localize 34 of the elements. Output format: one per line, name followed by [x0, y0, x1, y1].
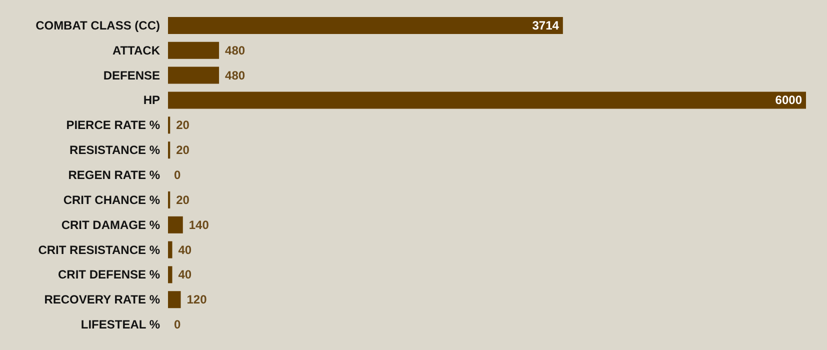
- data-label: 480: [225, 43, 246, 58]
- data-label: 480: [225, 68, 246, 82]
- data-label: 40: [178, 242, 192, 257]
- bar: [168, 92, 806, 109]
- bar: [168, 42, 220, 59]
- data-label: 20: [176, 118, 190, 132]
- y-tick-label: CRIT CHANCE %: [63, 192, 160, 207]
- data-label: 0: [174, 168, 181, 182]
- y-tick-label: HP: [143, 93, 160, 108]
- data-label: 0: [174, 318, 181, 332]
- data-label: 3714: [532, 18, 560, 32]
- data-label: 20: [176, 143, 190, 158]
- bar: [168, 241, 172, 258]
- y-tick-label: COMBAT CLASS (CC): [36, 18, 160, 32]
- y-tick-label: RECOVERY RATE %: [44, 292, 160, 307]
- data-label: 20: [176, 192, 190, 207]
- data-label: 6000: [775, 93, 802, 108]
- y-tick-label: REGEN RATE %: [68, 168, 160, 182]
- y-tick-label: CRIT DAMAGE %: [61, 218, 160, 232]
- bar: [168, 291, 181, 308]
- y-tick-label: RESISTANCE %: [70, 143, 160, 158]
- y-tick-label: DEFENSE: [103, 68, 160, 82]
- data-label: 140: [188, 218, 210, 232]
- y-tick-label: PIERCE RATE %: [66, 118, 160, 132]
- y-tick-label: ATTACK: [112, 43, 160, 58]
- y-tick-label: CRIT DEFENSE %: [58, 268, 160, 282]
- bar: [168, 216, 183, 234]
- bar: [168, 266, 172, 284]
- y-tick-label: LIFESTEAL %: [80, 318, 160, 332]
- data-label: 40: [178, 268, 192, 282]
- y-tick-label: CRIT RESISTANCE %: [38, 242, 160, 257]
- data-label: 120: [186, 292, 208, 307]
- bar: [168, 16, 563, 34]
- bar: [168, 66, 220, 84]
